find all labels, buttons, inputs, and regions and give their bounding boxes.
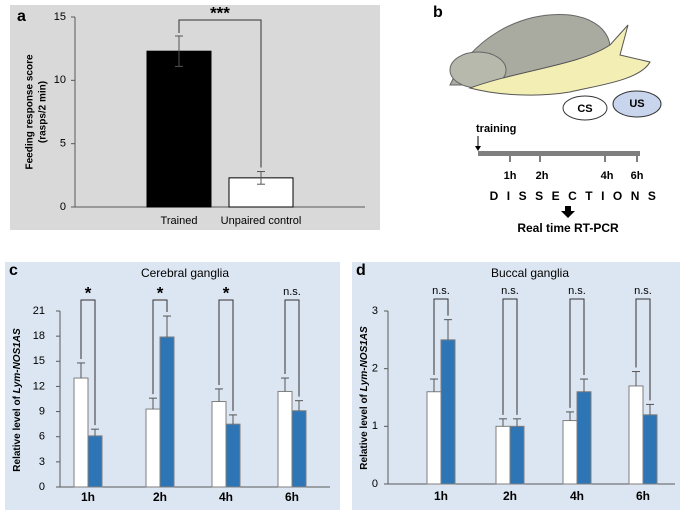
y-tick-label: 18 (33, 330, 45, 342)
timepoint-label: 1h (504, 170, 517, 182)
significance-label: n.s. (283, 286, 301, 298)
timepoint-label: 4h (601, 170, 614, 182)
y-tick-label: 10 (54, 74, 66, 86)
bar (562, 420, 578, 485)
chart-panel: a Feeding response score (rasps/2 min) 0 5 10… (10, 3, 380, 230)
bar (495, 425, 511, 485)
x-tick-label: 4h (219, 490, 233, 504)
significance-bracket (433, 298, 449, 376)
bar (145, 408, 161, 488)
chart-panel: d Buccal ganglia Relative level of Lym-NOS… (352, 262, 680, 510)
bar (628, 385, 644, 485)
bar (440, 339, 456, 485)
timeline (478, 151, 640, 156)
y-tick-label: 15 (33, 355, 45, 367)
significance-bracket (569, 298, 585, 408)
significance-label: n.s. (568, 285, 586, 297)
y-tick-label: 0 (372, 478, 378, 490)
bar (146, 50, 212, 208)
training-arrowhead (475, 146, 481, 151)
us-cloud (612, 90, 662, 118)
chart-title: Buccal ganglia (491, 266, 569, 280)
bar (291, 410, 307, 488)
significance-label: n.s. (432, 285, 450, 297)
bar (73, 377, 89, 488)
y-tick-label: 9 (39, 405, 45, 417)
significance-label: n.s. (501, 285, 519, 297)
significance-bracket (284, 299, 300, 397)
bar (426, 391, 442, 485)
y-tick-label: 3 (372, 305, 378, 317)
y-axis-label-gene: Lym-NOS1AS (12, 328, 23, 393)
stage-label: DISSECTIONS (490, 189, 665, 203)
panel-label: b (433, 4, 443, 21)
x-tick-label: 4h (570, 489, 584, 503)
significance-bracket (178, 19, 262, 168)
y-tick-label: 1 (372, 420, 378, 432)
down-arrow (561, 206, 575, 218)
x-tick-label: 2h (503, 489, 517, 503)
x-tick-label: 6h (636, 489, 650, 503)
significance-bracket (152, 299, 168, 395)
x-tick-label: Trained (161, 215, 198, 227)
y-tick-label: 3 (39, 456, 45, 468)
timepoint-label: 6h (631, 170, 644, 182)
chart-title: Cerebral ganglia (141, 266, 229, 280)
significance-bracket (80, 299, 96, 426)
y-tick-label: 15 (54, 11, 66, 23)
significance-bracket (218, 299, 234, 411)
significance-bracket (635, 298, 651, 401)
cs-cloud (562, 95, 608, 121)
panel-label: a (17, 8, 26, 25)
y-axis-label-text: Relative level of (12, 393, 23, 471)
bar (211, 401, 227, 488)
training-label: training (476, 123, 516, 135)
y-tick-label: 2 (372, 363, 378, 375)
y-axis-label: Relative level of Lym-NOS1AS (359, 326, 370, 470)
bar (576, 391, 592, 485)
bar (509, 425, 525, 485)
bar (159, 336, 175, 488)
bar (277, 390, 293, 488)
panel-label: d (356, 262, 366, 279)
significance-label: * (157, 283, 164, 302)
y-axis-label-gene: Lym-NOS1AS (359, 326, 370, 391)
y-tick-label: 6 (39, 431, 45, 443)
significance-label: *** (210, 3, 230, 22)
y-tick-label: 12 (33, 380, 45, 392)
panel-label: c (9, 262, 18, 279)
chart-panel: c Cerebral ganglia Relative level of Lym-N… (5, 262, 340, 510)
y-tick-label: 21 (33, 305, 45, 317)
timeline-ticks (509, 156, 638, 162)
x-tick-label: 1h (434, 489, 448, 503)
bar (87, 435, 103, 488)
y-axis-label: Feeding response score (25, 54, 36, 169)
bar (642, 414, 658, 485)
timepoint-label: 2h (536, 170, 549, 182)
x-tick-label: Unpaired control (221, 215, 302, 227)
method-label: Real time RT-PCR (517, 221, 619, 235)
y-tick-label: 0 (39, 481, 45, 493)
y-axis-label: (rasps/2 min) (38, 81, 49, 143)
significance-label: * (223, 283, 230, 302)
x-tick-label: 2h (153, 490, 167, 504)
x-tick-label: 1h (81, 490, 95, 504)
significance-label: n.s. (634, 285, 652, 297)
y-axis-label: Relative level of Lym-NOS1AS (12, 328, 23, 472)
cs-label: CS (577, 103, 592, 115)
significance-bracket (502, 298, 518, 415)
bar (225, 423, 241, 488)
x-tick-label: 6h (285, 490, 299, 504)
y-axis-label-text: Relative level of (359, 391, 370, 469)
significance-label: * (85, 283, 92, 302)
us-label: US (629, 98, 644, 110)
snail-body (468, 24, 651, 96)
y-tick-label: 5 (60, 138, 66, 150)
snail-diagram: CS US training 1h 2h 4h 6h DISSECTIONS R… (433, 4, 665, 235)
y-tick-label: 0 (60, 201, 66, 213)
